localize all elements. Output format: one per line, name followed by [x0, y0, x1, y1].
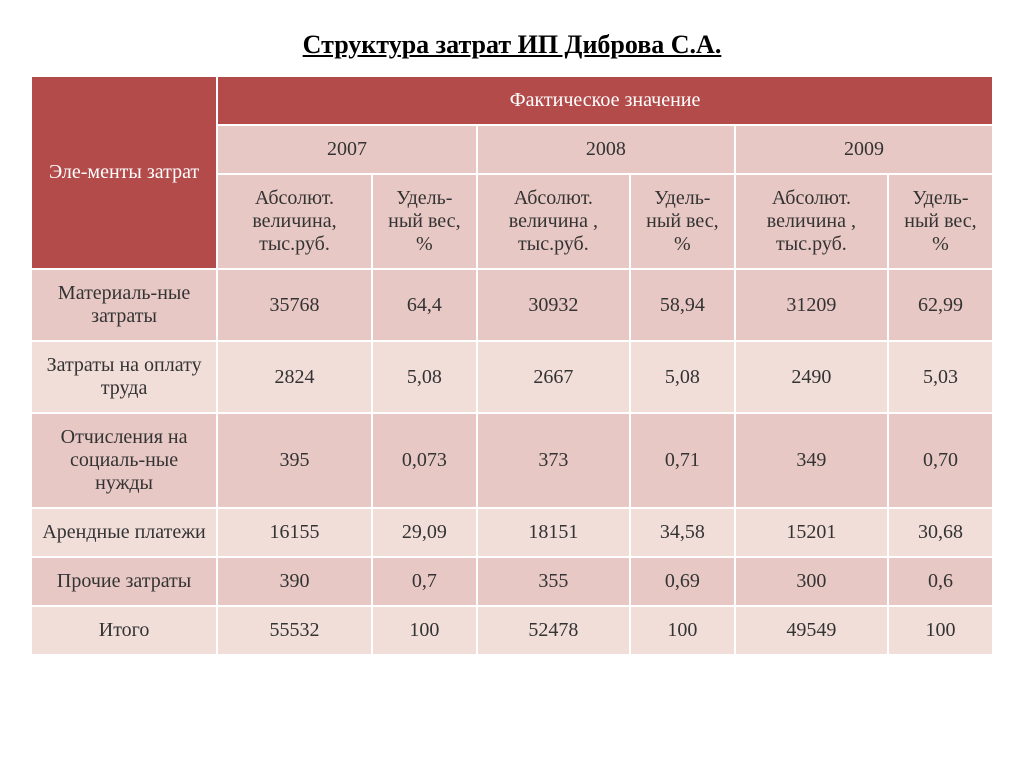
cell-value: 49549	[735, 606, 888, 655]
header-pct-2008: Удель-ный вес, %	[630, 174, 735, 269]
header-pct-2009: Удель-ный вес, %	[888, 174, 993, 269]
cell-value: 29,09	[372, 508, 477, 557]
cell-value: 30,68	[888, 508, 993, 557]
cell-value: 2824	[217, 341, 372, 413]
cell-value: 100	[888, 606, 993, 655]
cell-value: 58,94	[630, 269, 735, 341]
cell-value: 16155	[217, 508, 372, 557]
cell-value: 300	[735, 557, 888, 606]
table-row: Затраты на оплату труда 2824 5,08 2667 5…	[31, 341, 993, 413]
header-actual-value: Фактическое значение	[217, 76, 993, 125]
cell-value: 0,6	[888, 557, 993, 606]
cell-value: 349	[735, 413, 888, 508]
row-label: Итого	[31, 606, 217, 655]
cell-value: 64,4	[372, 269, 477, 341]
header-abs-2008: Абсолют. величина , тыс.руб.	[477, 174, 630, 269]
table-row: Материаль-ные затраты 35768 64,4 30932 5…	[31, 269, 993, 341]
header-elements: Эле-менты затрат	[31, 76, 217, 269]
table-row: Итого 55532 100 52478 100 49549 100	[31, 606, 993, 655]
cell-value: 0,7	[372, 557, 477, 606]
table-row: Отчисления на социаль-ные нужды 395 0,07…	[31, 413, 993, 508]
header-year-2008: 2008	[477, 125, 735, 174]
row-label: Отчисления на социаль-ные нужды	[31, 413, 217, 508]
cell-value: 35768	[217, 269, 372, 341]
header-pct-2007: Удель-ный вес, %	[372, 174, 477, 269]
header-abs-2009: Абсолют. величина , тыс.руб.	[735, 174, 888, 269]
cell-value: 15201	[735, 508, 888, 557]
cell-value: 100	[630, 606, 735, 655]
row-label: Прочие затраты	[31, 557, 217, 606]
header-year-2009: 2009	[735, 125, 993, 174]
cell-value: 30932	[477, 269, 630, 341]
page-title: Структура затрат ИП Диброва С.А.	[30, 30, 994, 60]
cell-value: 373	[477, 413, 630, 508]
cell-value: 31209	[735, 269, 888, 341]
cell-value: 55532	[217, 606, 372, 655]
row-label: Затраты на оплату труда	[31, 341, 217, 413]
cell-value: 0,69	[630, 557, 735, 606]
cell-value: 0,71	[630, 413, 735, 508]
table-row: Прочие затраты 390 0,7 355 0,69 300 0,6	[31, 557, 993, 606]
cell-value: 18151	[477, 508, 630, 557]
header-year-2007: 2007	[217, 125, 477, 174]
table-row: Арендные платежи 16155 29,09 18151 34,58…	[31, 508, 993, 557]
row-label: Арендные платежи	[31, 508, 217, 557]
cell-value: 2490	[735, 341, 888, 413]
cell-value: 0,073	[372, 413, 477, 508]
cell-value: 5,08	[372, 341, 477, 413]
cell-value: 100	[372, 606, 477, 655]
cell-value: 5,08	[630, 341, 735, 413]
cell-value: 5,03	[888, 341, 993, 413]
cell-value: 395	[217, 413, 372, 508]
cell-value: 62,99	[888, 269, 993, 341]
cell-value: 0,70	[888, 413, 993, 508]
cell-value: 52478	[477, 606, 630, 655]
header-abs-2007: Абсолют. величина, тыс.руб.	[217, 174, 372, 269]
cell-value: 355	[477, 557, 630, 606]
cell-value: 2667	[477, 341, 630, 413]
cell-value: 390	[217, 557, 372, 606]
cost-structure-table: Эле-менты затрат Фактическое значение 20…	[30, 75, 994, 656]
row-label: Материаль-ные затраты	[31, 269, 217, 341]
cell-value: 34,58	[630, 508, 735, 557]
